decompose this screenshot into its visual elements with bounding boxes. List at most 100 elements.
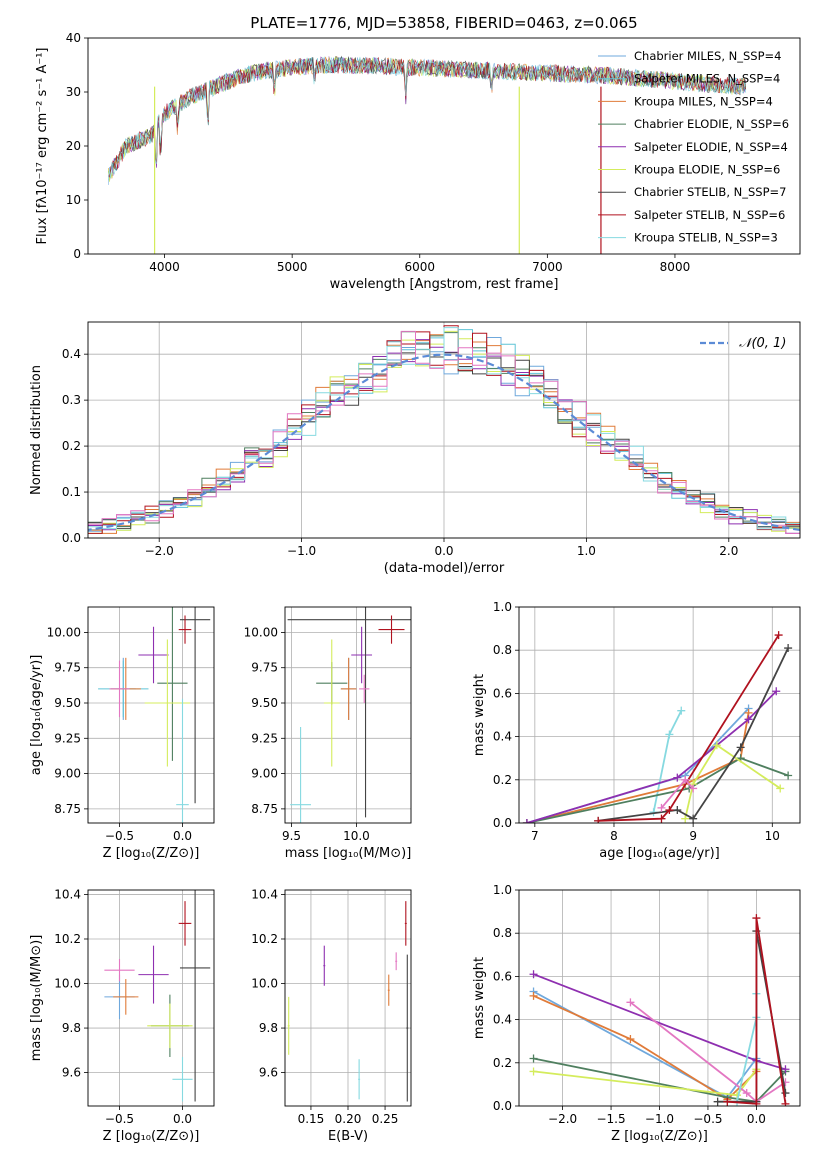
x-tick-label: 0.0 xyxy=(173,1112,192,1126)
weight-marker xyxy=(752,1099,761,1106)
x-tick-label: 9.5 xyxy=(282,829,301,843)
y-axis-label: mass [log₁₀(M/M⊙)] xyxy=(29,935,44,1062)
weight-marker xyxy=(681,814,690,823)
weight-marker xyxy=(713,1097,722,1106)
weight-marker xyxy=(665,730,674,739)
panel-age-vs-Z: −0.5 0.0 8.75 9.00 9.25 9.50 9.75 10.00 Z [log₁₀… xyxy=(29,606,215,861)
y-tick-label: 9.8 xyxy=(259,1021,278,1035)
legend-label: Kroupa STELIB, N_SSP=3 xyxy=(634,231,778,245)
axes-frame xyxy=(284,606,412,824)
y-tick-label: 8.75 xyxy=(54,802,81,816)
weight-marker xyxy=(736,743,745,752)
weight-marker xyxy=(781,1089,790,1098)
x-tick-label: −2.0 xyxy=(548,1112,577,1126)
weight-marker xyxy=(626,998,635,1007)
weight-line xyxy=(526,707,750,823)
legend-label: Salpeter ELODIE, N_SSP=4 xyxy=(634,140,788,154)
weight-marker xyxy=(689,784,698,793)
y-tick-label: 0.0 xyxy=(493,816,512,830)
y-tick-label: 9.00 xyxy=(251,767,278,781)
weight-marker xyxy=(529,991,538,1000)
x-tick-label: −1.0 xyxy=(287,544,316,558)
weight-line xyxy=(526,690,777,823)
legend-label: 𝒩(0, 1) xyxy=(739,336,786,351)
y-tick-label: 0.0 xyxy=(493,1099,512,1113)
weight-marker xyxy=(626,1035,635,1044)
weight-line xyxy=(526,757,789,823)
x-axis-label: mass [log₁₀(M/M⊙)] xyxy=(285,846,412,861)
y-tick-label: 10.0 xyxy=(54,977,81,991)
legend-label: Salpeter MILES, N_SSP=4 xyxy=(634,72,780,86)
x-tick-label: 7 xyxy=(531,829,539,843)
legend-label: Kroupa ELODIE, N_SSP=6 xyxy=(634,163,780,177)
y-tick-label: 30 xyxy=(66,85,81,99)
y-tick-label: 0.2 xyxy=(493,773,512,787)
weight-line xyxy=(526,712,750,823)
y-tick-label: 20 xyxy=(66,139,81,153)
y-tick-label: 10.2 xyxy=(54,932,81,946)
weight-marker xyxy=(776,784,785,793)
x-tick-label: −0.5 xyxy=(105,1112,134,1126)
weight-line xyxy=(629,1001,787,1103)
weight-marker xyxy=(665,806,674,815)
weight-marker xyxy=(712,741,721,750)
y-tick-label: 0.8 xyxy=(493,643,512,657)
x-tick-label: 0.15 xyxy=(298,1112,325,1126)
x-tick-label: −0.5 xyxy=(105,829,134,843)
y-tick-label: 9.6 xyxy=(259,1066,278,1080)
x-tick-label: 10.0 xyxy=(343,829,370,843)
panel-age-vs-mass: 9.5 10.0 8.75 9.00 9.25 9.50 9.75 10.00 mass [lo… xyxy=(244,606,412,861)
x-tick-label: 1.0 xyxy=(577,544,596,558)
x-tick-label: 10 xyxy=(765,829,780,843)
y-tick-label: 9.75 xyxy=(54,661,81,675)
weight-marker xyxy=(673,773,682,782)
x-axis-label: (data-model)/error xyxy=(384,561,505,576)
x-tick-label: −1.0 xyxy=(645,1112,674,1126)
x-axis-label: Z [log₁₀(Z/Z⊙)] xyxy=(103,846,200,861)
weight-marker xyxy=(657,803,666,812)
axes-frame xyxy=(284,889,412,1107)
y-tick-label: 9.8 xyxy=(62,1021,81,1035)
x-axis-label: wavelength [Angstrom, rest frame] xyxy=(330,277,559,292)
axes-frame xyxy=(87,321,801,539)
weight-line xyxy=(598,634,780,822)
y-tick-label: 10.4 xyxy=(251,887,278,901)
y-tick-label: 8.75 xyxy=(251,802,278,816)
x-tick-label: 0.0 xyxy=(434,544,453,558)
weight-line xyxy=(727,917,787,1105)
legend-label: Chabrier ELODIE, N_SSP=6 xyxy=(634,117,789,131)
y-tick-label: 40 xyxy=(66,31,81,45)
panel-mass-vs-EBV: 0.15 0.20 0.25 9.6 9.8 10.0 10.2 10.4 E(B-V) xyxy=(251,887,412,1144)
y-tick-label: 1.0 xyxy=(493,600,512,614)
plot-area xyxy=(287,901,409,1102)
panel-weight-vs-Z: −2.0 −1.5 −1.0 −0.5 0.0 0.0 0.2 0.4 0.6 0.8 1.0 Z [… xyxy=(472,883,801,1144)
x-tick-label: 0.25 xyxy=(372,1112,399,1126)
y-tick-label: 0.4 xyxy=(62,347,81,361)
y-tick-label: 9.25 xyxy=(251,731,278,745)
y-tick-label: 10 xyxy=(66,193,81,207)
legend-label: Salpeter STELIB, N_SSP=6 xyxy=(634,208,785,222)
y-tick-label: 10.00 xyxy=(47,625,81,639)
y-axis-label: Flux [fλ10⁻¹⁷ erg cm⁻² s⁻¹ A⁻¹] xyxy=(35,48,50,245)
x-tick-label: 7000 xyxy=(532,260,563,274)
y-tick-label: 0.2 xyxy=(493,1056,512,1070)
plot-area xyxy=(287,607,411,823)
x-tick-label: 0.0 xyxy=(173,829,192,843)
weight-marker xyxy=(784,644,793,653)
y-axis-label: age [log₁₀(age/yr)] xyxy=(29,655,44,776)
weight-marker xyxy=(781,1065,790,1074)
x-tick-label: 8000 xyxy=(660,260,691,274)
x-tick-label: 5000 xyxy=(277,260,308,274)
weight-marker xyxy=(781,1099,790,1106)
x-tick-label: −0.5 xyxy=(693,1112,722,1126)
weight-line xyxy=(684,743,781,819)
weight-marker xyxy=(677,706,686,715)
spectrum-line xyxy=(108,56,747,180)
y-tick-label: 0.4 xyxy=(493,730,512,744)
y-axis-label: mass weight xyxy=(472,674,487,756)
plot-area xyxy=(108,55,747,254)
panel-mass-vs-Z: −0.5 0.0 9.6 9.8 10.0 10.2 10.4 Z [log₁₀(Z/Z⊙)]… xyxy=(29,887,215,1144)
y-tick-label: 0.1 xyxy=(62,485,81,499)
weight-marker xyxy=(772,687,781,696)
weight-marker xyxy=(529,1067,538,1076)
